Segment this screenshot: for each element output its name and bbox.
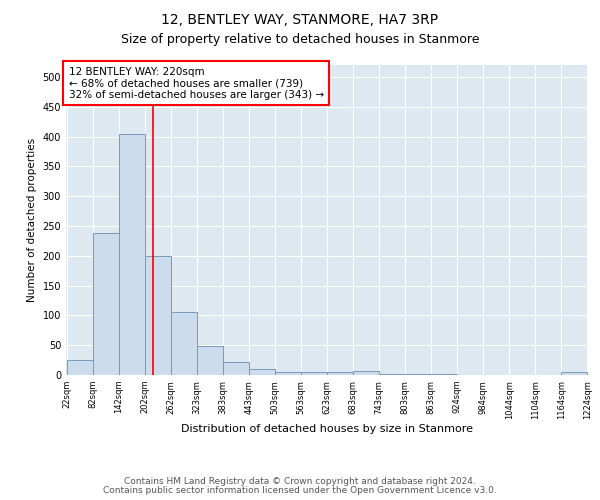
- Bar: [171, 312, 197, 375]
- Y-axis label: Number of detached properties: Number of detached properties: [27, 138, 37, 302]
- Bar: [405, 374, 431, 375]
- Bar: [197, 346, 223, 375]
- Text: Size of property relative to detached houses in Stanmore: Size of property relative to detached ho…: [121, 32, 479, 46]
- Bar: [249, 369, 275, 375]
- Bar: [119, 134, 145, 375]
- Text: Contains HM Land Registry data © Crown copyright and database right 2024.: Contains HM Land Registry data © Crown c…: [124, 477, 476, 486]
- Bar: [301, 372, 327, 375]
- Bar: [353, 372, 379, 375]
- Bar: [327, 372, 353, 375]
- Bar: [67, 360, 93, 375]
- Bar: [145, 256, 171, 375]
- X-axis label: Distribution of detached houses by size in Stanmore: Distribution of detached houses by size …: [181, 424, 473, 434]
- Text: 12, BENTLEY WAY, STANMORE, HA7 3RP: 12, BENTLEY WAY, STANMORE, HA7 3RP: [161, 12, 439, 26]
- Bar: [379, 374, 405, 375]
- Bar: [431, 374, 457, 375]
- Text: 12 BENTLEY WAY: 220sqm
← 68% of detached houses are smaller (739)
32% of semi-de: 12 BENTLEY WAY: 220sqm ← 68% of detached…: [68, 66, 324, 100]
- Bar: [223, 362, 249, 375]
- Bar: [93, 233, 119, 375]
- Bar: [275, 372, 301, 375]
- Text: Contains public sector information licensed under the Open Government Licence v3: Contains public sector information licen…: [103, 486, 497, 495]
- Bar: [561, 372, 587, 375]
